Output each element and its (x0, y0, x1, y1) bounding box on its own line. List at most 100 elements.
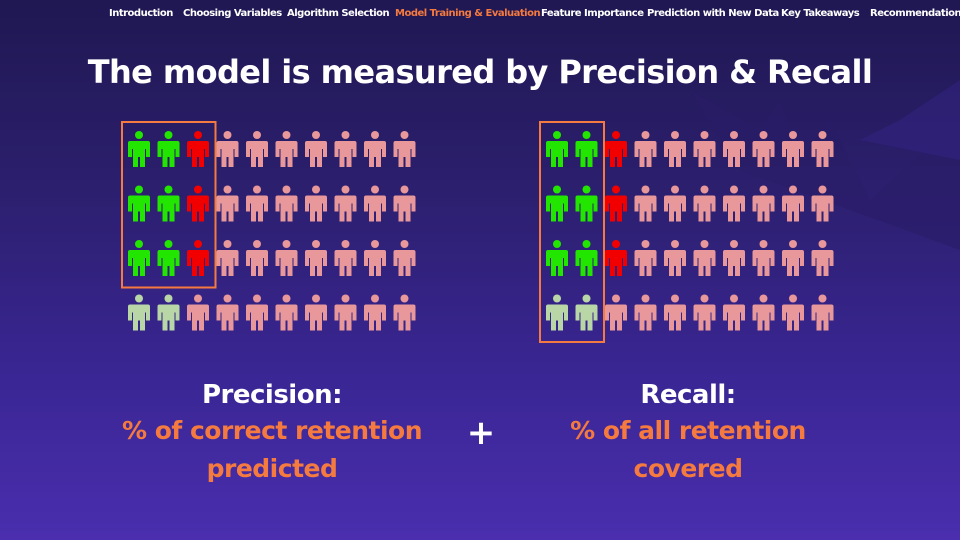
person-icon (693, 240, 716, 276)
person-icon (664, 240, 686, 276)
person-icon (634, 131, 657, 167)
person-icon (128, 131, 150, 167)
person-icon (605, 240, 627, 276)
recall-grid-svg (539, 121, 834, 343)
nav-item-feature-importance[interactable]: Feature Importance (541, 8, 644, 19)
person-icon (187, 240, 209, 276)
person-icon (393, 240, 416, 276)
nav-item-algorithm-selection[interactable]: Algorithm Selection (287, 8, 390, 19)
top-navigation: Introduction Choosing Variables Algorith… (0, 8, 960, 24)
person-icon (693, 131, 716, 167)
person-icon (305, 131, 327, 167)
person-icon (246, 185, 268, 222)
person-icon (782, 131, 804, 167)
person-icon (752, 294, 775, 331)
person-icon (246, 131, 268, 167)
person-icon (364, 294, 386, 331)
person-icon (393, 294, 416, 331)
person-icon (275, 240, 298, 276)
person-icon (811, 294, 834, 331)
person-icon (605, 294, 627, 331)
person-icon (393, 131, 416, 167)
plus-icon: + (466, 413, 496, 453)
person-icon (723, 294, 745, 331)
recall-people-grid (539, 121, 840, 348)
person-icon (216, 185, 239, 222)
nav-item-recommendations[interactable]: Recommendations (870, 8, 960, 19)
person-icon (782, 185, 804, 222)
person-icon (811, 131, 834, 167)
precision-people-grid (121, 121, 422, 348)
person-icon (664, 294, 686, 331)
person-icon (811, 185, 834, 222)
recall-description-line2: covered (633, 454, 743, 483)
person-icon (246, 294, 268, 331)
person-icon (575, 131, 598, 167)
person-icon (752, 131, 775, 167)
page-title: The model is measured by Precision & Rec… (87, 53, 873, 91)
person-icon (693, 294, 716, 331)
recall-highlight-box (539, 121, 605, 343)
person-icon (782, 294, 804, 331)
person-icon (364, 131, 386, 167)
person-icon (334, 131, 357, 167)
person-icon (546, 240, 568, 276)
person-icon (246, 240, 268, 276)
precision-label-block: Precision: % of correct retention predic… (102, 378, 442, 488)
person-icon (128, 185, 150, 222)
person-icon (187, 131, 209, 167)
person-icon (334, 185, 357, 222)
person-icon (723, 185, 745, 222)
person-icon (723, 240, 745, 276)
person-icon (693, 185, 716, 222)
person-icon (187, 185, 209, 222)
person-icon (605, 185, 627, 222)
person-icon (605, 131, 627, 167)
precision-label: Precision: (202, 380, 343, 410)
nav-item-prediction-new-data[interactable]: Prediction with New Data (647, 8, 779, 19)
person-icon (305, 240, 327, 276)
person-icon (811, 240, 834, 276)
recall-label-block: Recall: % of all retention covered (518, 378, 858, 488)
person-icon (723, 131, 745, 167)
person-icon (752, 240, 775, 276)
person-icon (634, 185, 657, 222)
person-icon (364, 185, 386, 222)
person-icon (546, 185, 568, 222)
person-icon (157, 131, 180, 167)
precision-description-line1: % of correct retention (121, 416, 423, 445)
precision-description-line2: predicted (206, 454, 338, 483)
precision-grid-svg (121, 121, 416, 331)
nav-item-introduction[interactable]: Introduction (109, 8, 173, 19)
person-icon (575, 240, 598, 276)
person-icon (334, 294, 357, 331)
nav-item-model-training-evaluation[interactable]: Model Training & Evaluation (395, 8, 541, 19)
recall-description-line1: % of all retention (570, 416, 806, 445)
person-icon (664, 131, 686, 167)
person-icon (752, 185, 775, 222)
person-icon (782, 240, 804, 276)
person-icon (634, 240, 657, 276)
nav-item-choosing-variables[interactable]: Choosing Variables (183, 8, 282, 19)
person-icon (216, 294, 239, 331)
person-icon (546, 294, 568, 331)
person-icon (275, 294, 298, 331)
person-icon (305, 294, 327, 331)
nav-item-key-takeaways[interactable]: Key Takeaways (781, 8, 860, 19)
person-icon (275, 131, 298, 167)
person-icon (305, 185, 327, 222)
person-icon (575, 185, 598, 222)
precision-highlight-box (121, 121, 217, 289)
person-icon (334, 240, 357, 276)
person-icon (575, 294, 598, 331)
person-icon (664, 185, 686, 222)
person-icon (634, 294, 657, 331)
person-icon (157, 294, 180, 331)
person-icon (216, 240, 239, 276)
person-icon (157, 185, 180, 222)
person-icon (187, 294, 209, 331)
person-icon (128, 294, 150, 331)
person-icon (128, 240, 150, 276)
recall-label: Recall: (640, 380, 736, 410)
person-icon (216, 131, 239, 167)
